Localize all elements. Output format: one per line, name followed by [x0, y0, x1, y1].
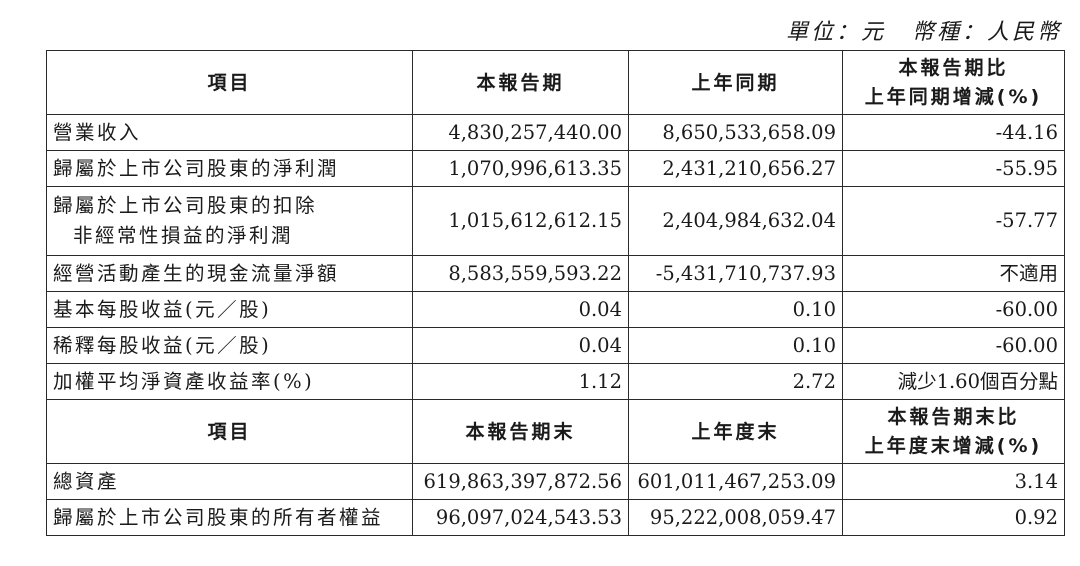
table-row: 稀釋每股收益(元／股) 0.04 0.10 -60.00: [46, 327, 1065, 364]
row-label: 稀釋每股收益(元／股): [46, 327, 413, 364]
change-value: -44.16: [842, 114, 1065, 151]
header-change-line2: 上年度末增減(%): [864, 434, 1043, 457]
prior-value: 95,222,008,059.47: [628, 499, 843, 536]
header-current-period-end: 本報告期末: [412, 399, 629, 464]
current-value: 619,863,397,872.56: [412, 463, 629, 500]
currency-text: 幣種：人民幣: [911, 20, 1062, 45]
prior-value: 8,650,533,658.09: [628, 114, 843, 151]
prior-value: 2,431,210,656.27: [628, 150, 843, 187]
header-prior-period: 上年同期: [628, 50, 843, 115]
current-value: 96,097,024,543.53: [412, 499, 629, 536]
row-label-line1: 歸屬於上市公司股東的扣除: [53, 194, 318, 217]
prior-value: 2.72: [628, 363, 843, 400]
change-value: 0.92: [842, 499, 1065, 536]
header-change-line1: 本報告期末比: [887, 405, 1020, 428]
change-value: -60.00: [842, 291, 1065, 328]
row-label: 歸屬於上市公司股東的扣除 非經常性損益的淨利潤: [46, 186, 413, 256]
current-value: 4,830,257,440.00: [412, 114, 629, 151]
prior-value: 0.10: [628, 327, 843, 364]
header-change: 本報告期末比 上年度末增減(%): [842, 399, 1065, 464]
unit-currency-note: 單位：元 幣種：人民幣: [786, 14, 1062, 46]
table-row: 歸屬於上市公司股東的扣除 非經常性損益的淨利潤 1,015,612,612.15…: [46, 186, 1065, 256]
table-row: 歸屬於上市公司股東的淨利潤 1,070,996,613.35 2,431,210…: [46, 150, 1065, 187]
unit-text: 單位：元: [785, 20, 886, 45]
prior-value: -5,431,710,737.93: [628, 255, 843, 292]
financial-summary-table: 項目 本報告期 上年同期 本報告期比 上年同期增減(%) 營業收入 4,830,…: [46, 50, 1065, 536]
header-change: 本報告期比 上年同期增減(%): [842, 50, 1065, 115]
table-header-row: 項目 本報告期 上年同期 本報告期比 上年同期增減(%): [46, 50, 1065, 115]
change-value: 不適用: [842, 255, 1065, 292]
table-row: 總資產 619,863,397,872.56 601,011,467,253.0…: [46, 463, 1065, 500]
row-label: 歸屬於上市公司股東的淨利潤: [46, 150, 413, 187]
current-value: 0.04: [412, 291, 629, 328]
row-label: 歸屬於上市公司股東的所有者權益: [46, 499, 413, 536]
current-value: 1,015,612,612.15: [412, 186, 629, 256]
current-value: 8,583,559,593.22: [412, 255, 629, 292]
change-value: -60.00: [842, 327, 1065, 364]
table-row: 基本每股收益(元／股) 0.04 0.10 -60.00: [46, 291, 1065, 328]
prior-value: 0.10: [628, 291, 843, 328]
table-row: 歸屬於上市公司股東的所有者權益 96,097,024,543.53 95,222…: [46, 499, 1065, 536]
row-label: 加權平均淨資產收益率(%): [46, 363, 413, 400]
table-row: 經營活動產生的現金流量淨額 8,583,559,593.22 -5,431,71…: [46, 255, 1065, 292]
row-label: 經營活動產生的現金流量淨額: [46, 255, 413, 292]
row-label: 營業收入: [46, 114, 413, 151]
change-value: -55.95: [842, 150, 1065, 187]
header-current-period: 本報告期: [412, 50, 629, 115]
row-label: 基本每股收益(元／股): [46, 291, 413, 328]
change-value: 減少1.60個百分點: [842, 363, 1065, 400]
header-item: 項目: [46, 50, 413, 115]
header-prior-year-end: 上年度末: [628, 399, 843, 464]
row-label-line2: 非經常性損益的淨利潤: [73, 224, 294, 247]
change-value: 3.14: [842, 463, 1065, 500]
row-label: 總資產: [46, 463, 413, 500]
header-item: 項目: [46, 399, 413, 464]
header-change-line1: 本報告期比: [898, 56, 1009, 79]
current-value: 1,070,996,613.35: [412, 150, 629, 187]
table-header-row: 項目 本報告期末 上年度末 本報告期末比 上年度末增減(%): [46, 399, 1065, 464]
current-value: 1.12: [412, 363, 629, 400]
prior-value: 2,404,984,632.04: [628, 186, 843, 256]
prior-value: 601,011,467,253.09: [628, 463, 843, 500]
change-value: -57.77: [842, 186, 1065, 256]
current-value: 0.04: [412, 327, 629, 364]
table-row: 加權平均淨資產收益率(%) 1.12 2.72 減少1.60個百分點: [46, 363, 1065, 400]
header-change-line2: 上年同期增減(%): [864, 85, 1043, 108]
table-row: 營業收入 4,830,257,440.00 8,650,533,658.09 -…: [46, 114, 1065, 151]
